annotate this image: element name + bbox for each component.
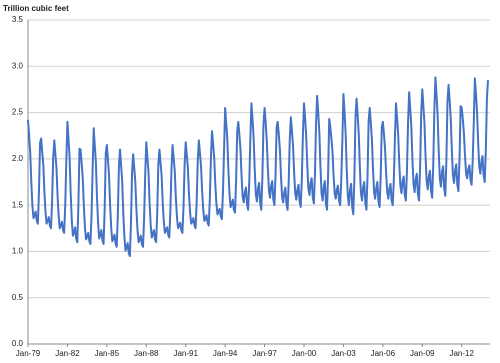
y-tick-label: 1.0 <box>12 247 24 256</box>
x-tick-label: Jan-94 <box>213 349 238 358</box>
x-tick-label: Jan-91 <box>173 349 198 358</box>
x-tick-label: Jan-85 <box>95 349 120 358</box>
x-tick-label: Jan-79 <box>16 349 41 358</box>
data-line <box>27 76 489 258</box>
x-tick-label: Jan-97 <box>252 349 277 358</box>
x-tick-label: Jan-88 <box>134 349 159 358</box>
y-tick-label: 0.0 <box>12 339 24 348</box>
x-tick-label: Jan-09 <box>410 349 435 358</box>
x-tick-label: Jan-06 <box>371 349 396 358</box>
y-tick-label: 3.5 <box>12 15 24 24</box>
x-tick-label: Jan-03 <box>331 349 356 358</box>
y-tick-label: 0.5 <box>12 293 24 302</box>
y-axis-label: Trillion cubic feet <box>3 4 69 13</box>
y-tick-label: 1.5 <box>12 200 24 209</box>
y-tick-label: 2.0 <box>12 154 24 163</box>
y-tick-label: 3.0 <box>12 61 24 70</box>
y-tick-label: 2.5 <box>12 108 24 117</box>
x-tick-label: Jan-82 <box>55 349 80 358</box>
x-tick-label: Jan-12 <box>449 349 474 358</box>
x-tick-label: Jan-00 <box>292 349 317 358</box>
